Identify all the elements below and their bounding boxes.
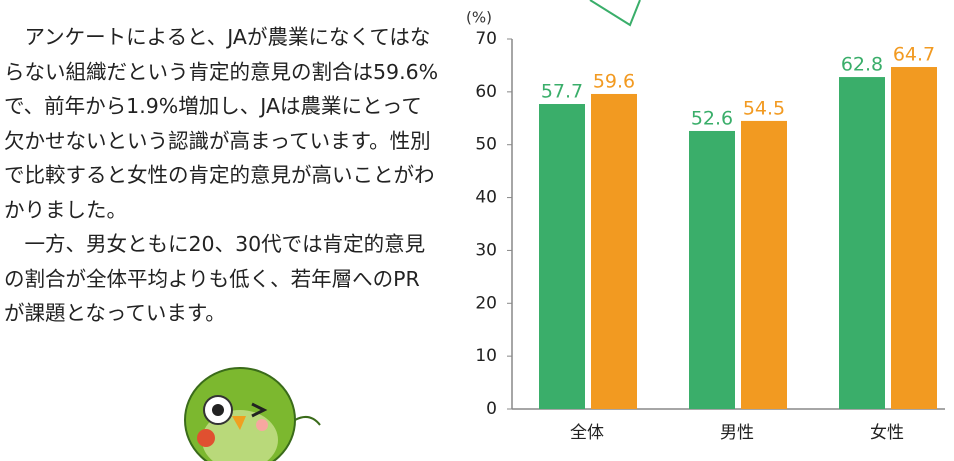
y-tick-label: 40 bbox=[475, 188, 497, 208]
mascot bbox=[185, 368, 320, 461]
y-tick-label: 20 bbox=[475, 293, 497, 313]
page: アンケートによると、JAが農業になくてはならない組織だという肯定的意見の割合は5… bbox=[0, 0, 954, 461]
y-axis-label: (%) bbox=[466, 9, 492, 27]
y-tick-label: 30 bbox=[475, 240, 497, 260]
data-label: 59.6 bbox=[593, 70, 635, 92]
data-label: 62.8 bbox=[841, 54, 883, 76]
x-tick-label: 女性 bbox=[870, 423, 904, 443]
x-tick-label: 男性 bbox=[720, 423, 754, 443]
chart: (%) 0 10 20 30 40 50 60 70 全体 57.7 59.6 男性 52.6 54.5 女… bbox=[0, 0, 954, 461]
y-tick-label: 70 bbox=[475, 29, 497, 49]
bubble-tail bbox=[590, 0, 640, 25]
bar bbox=[839, 77, 885, 409]
y-tick-label: 50 bbox=[475, 135, 497, 155]
y-tick-label: 0 bbox=[486, 399, 497, 419]
bar bbox=[539, 104, 585, 409]
data-label: 57.7 bbox=[541, 81, 583, 103]
bar bbox=[891, 67, 937, 409]
data-label: 64.7 bbox=[893, 44, 935, 66]
x-tick-label: 全体 bbox=[570, 423, 604, 443]
bar bbox=[591, 94, 637, 409]
y-tick-label: 10 bbox=[475, 346, 497, 366]
bar bbox=[741, 121, 787, 409]
y-tick-label: 60 bbox=[475, 82, 497, 102]
bar bbox=[689, 131, 735, 409]
data-label: 54.5 bbox=[743, 97, 785, 119]
data-label: 52.6 bbox=[691, 107, 733, 129]
